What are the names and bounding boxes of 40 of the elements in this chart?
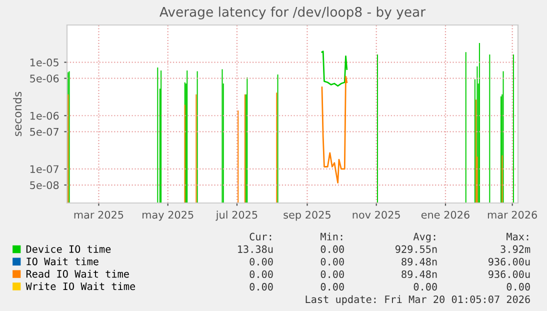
text: 89.48n: [402, 258, 437, 266]
y-tick-label: 1e-07: [30, 165, 58, 174]
text: 0.00: [320, 270, 344, 278]
text: 0.00: [250, 270, 273, 278]
text: 0.00: [506, 282, 530, 291]
y-tick-label: 1e-05: [30, 58, 58, 66]
text: 89.48n: [402, 270, 437, 278]
y-tick-label: 5e-08: [30, 181, 59, 190]
text: 0.00: [320, 282, 344, 291]
text: 0.00: [320, 258, 344, 266]
x-tick-label: sep 2025: [284, 210, 330, 221]
text: 0.00: [320, 245, 344, 253]
x-tick-label: jul 2025: [216, 210, 258, 221]
text: Min:: [320, 232, 342, 240]
text: 0.00: [250, 282, 273, 291]
text: 936.00u: [488, 270, 530, 278]
text: 3.92m: [500, 245, 530, 253]
text: Last update: Fri Mar 20 01:05:07 2026: [306, 295, 530, 306]
text: 929.55n: [396, 245, 437, 253]
legend-label: Read IO Wait time: [26, 270, 129, 278]
y-axis-title: seconds: [13, 92, 22, 136]
legend-label: Write IO Wait time: [26, 282, 136, 290]
legend-label: IO Wait time: [26, 257, 98, 266]
x-tick-label: ene 2026: [421, 210, 470, 219]
text: 0.00: [250, 258, 273, 266]
x-tick-label: mar 2026: [488, 210, 537, 219]
y-tick-label: 1e-06: [30, 112, 59, 120]
chart-title: Average latency for /dev/loop8 - by year: [160, 6, 426, 20]
y-tick-label: 5e-07: [30, 128, 58, 136]
y-tick-label: 5e-06: [30, 74, 59, 82]
legend-label: Device IO time: [26, 245, 111, 253]
text: 13.38u: [238, 245, 273, 253]
text: Cur:: [250, 232, 272, 240]
text: Avg:: [413, 232, 436, 242]
text: 936.00u: [488, 258, 530, 266]
x-tick-label: may 2025: [142, 210, 194, 221]
x-tick-label: nov 2025: [352, 210, 400, 219]
text: Max:: [506, 232, 528, 240]
x-tick-label: mar 2025: [74, 210, 124, 219]
text: 0.00: [414, 282, 437, 291]
